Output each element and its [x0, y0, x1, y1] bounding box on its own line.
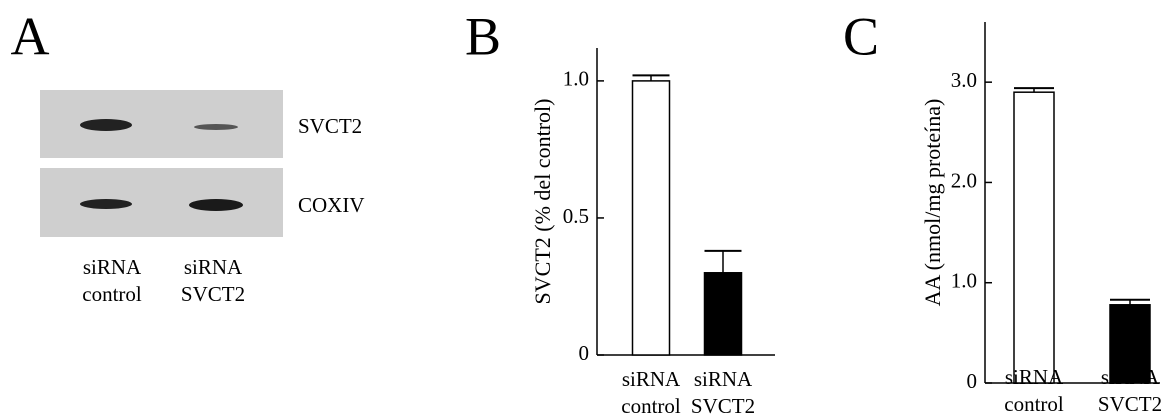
- y-tick-label: 1.0: [951, 269, 977, 293]
- y-tick-label: 1.0: [563, 67, 589, 91]
- y-axis-label: AA (nmol/mg proteína): [920, 99, 945, 307]
- panel-label: C: [843, 6, 879, 66]
- band: [189, 199, 243, 211]
- x-tick-label: siRNA control: [1004, 365, 1064, 416]
- band-label: COXIV: [298, 193, 365, 217]
- y-tick-label: 3.0: [951, 68, 977, 92]
- x-tick-label: siRNA control: [621, 367, 681, 418]
- lane-label: siRNA SVCT2: [180, 255, 246, 306]
- x-tick-label: siRNA SVCT2: [1097, 365, 1163, 416]
- y-tick-label: 2.0: [951, 168, 977, 192]
- bar: [631, 80, 671, 356]
- band: [80, 199, 132, 209]
- band: [80, 119, 132, 131]
- blot-strip: [40, 90, 283, 158]
- bar: [1013, 91, 1055, 384]
- band: [194, 124, 238, 130]
- bar: [1109, 304, 1151, 384]
- blot-strip: [40, 168, 283, 237]
- y-tick-label: 0: [579, 341, 590, 365]
- panel-label: B: [465, 6, 501, 66]
- band-label: SVCT2: [298, 114, 362, 138]
- y-axis-label: SVCT2 (% del control): [530, 99, 555, 305]
- panel-label: A: [11, 6, 50, 66]
- lane-label: siRNA control: [82, 255, 142, 306]
- y-tick-label: 0: [967, 369, 978, 393]
- x-tick-label: siRNA SVCT2: [690, 367, 756, 418]
- bar: [703, 272, 743, 356]
- y-tick-label: 0.5: [563, 204, 589, 228]
